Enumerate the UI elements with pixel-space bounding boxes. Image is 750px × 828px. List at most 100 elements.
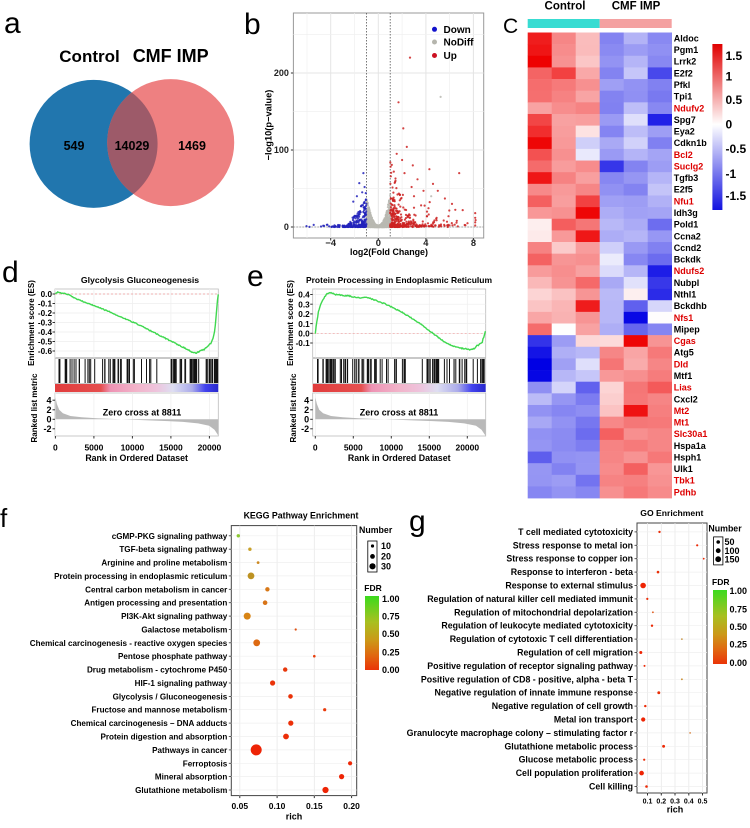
svg-text:0: 0 [304, 415, 309, 425]
svg-text:CMF IMP: CMF IMP [612, 1, 661, 13]
svg-text:KEGG Pathway Enrichment: KEGG Pathway Enrichment [244, 511, 359, 521]
svg-text:5000: 5000 [344, 443, 363, 453]
svg-text:Up: Up [444, 51, 457, 62]
svg-text:0.4: 0.4 [684, 799, 694, 806]
svg-text:Glutathione metabolism: Glutathione metabolism [135, 786, 227, 795]
svg-text:100: 100 [725, 546, 740, 556]
svg-text:0.75: 0.75 [730, 604, 748, 614]
svg-text:Zero cross at 8811: Zero cross at 8811 [360, 408, 439, 418]
svg-text:0: 0 [726, 118, 733, 132]
svg-text:Chemical carcinogenesis - reac: Chemical carcinogenesis - reactive oxyge… [30, 639, 228, 648]
svg-text:1.00: 1.00 [382, 594, 400, 604]
svg-text:Down: Down [444, 25, 471, 36]
svg-text:Nfs1: Nfs1 [674, 313, 694, 323]
svg-text:Response to interferon - beta: Response to interferon - beta [511, 567, 633, 577]
svg-text:4: 4 [46, 395, 51, 405]
svg-text:1.00: 1.00 [730, 586, 748, 596]
svg-text:Control: Control [545, 1, 586, 13]
svg-text:10: 10 [381, 541, 391, 551]
svg-text:Eya2: Eya2 [674, 127, 695, 137]
svg-text:a: a [4, 7, 21, 40]
svg-text:Lrrk2: Lrrk2 [674, 57, 697, 67]
svg-text:E2f2: E2f2 [674, 68, 693, 78]
svg-text:10000: 10000 [121, 443, 145, 453]
svg-text:0.05: 0.05 [232, 801, 249, 811]
svg-text:1: 1 [726, 70, 733, 84]
svg-text:Ccna2: Ccna2 [674, 231, 701, 241]
svg-text:0: 0 [376, 238, 381, 248]
svg-text:Pfkl: Pfkl [674, 80, 691, 90]
svg-text:50: 50 [725, 537, 735, 547]
svg-text:Metal ion transport: Metal ion transport [554, 715, 633, 725]
svg-text:Bckdhb: Bckdhb [674, 301, 708, 311]
svg-text:0.5: 0.5 [698, 799, 708, 806]
svg-text:-2: -2 [43, 424, 51, 434]
svg-text:0.0: 0.0 [298, 330, 310, 339]
svg-text:Fructose and mannose metabolis: Fructose and mannose metabolism [91, 706, 227, 715]
svg-text:Ulk1: Ulk1 [674, 464, 693, 474]
svg-text:0.2: 0.2 [656, 799, 666, 806]
svg-text:Positive regulation of CD8 - p: Positive regulation of CD8 - positive, a… [421, 674, 634, 684]
svg-text:4: 4 [304, 395, 309, 405]
svg-text:0.3: 0.3 [298, 300, 310, 309]
svg-text:0.50: 0.50 [382, 629, 400, 639]
svg-text:Regulation of cytotoxic T cell: Regulation of cytotoxic T cell different… [450, 634, 633, 644]
svg-text:cGMP-PKG signaling pathway: cGMP-PKG signaling pathway [112, 532, 228, 541]
svg-text:Idh3g: Idh3g [674, 208, 698, 218]
svg-text:Ccnd2: Ccnd2 [674, 243, 702, 253]
svg-text:-0.5: -0.5 [38, 338, 53, 347]
svg-text:0.00: 0.00 [382, 665, 400, 675]
svg-text:Arginine and proline metabolis: Arginine and proline metabolism [101, 559, 227, 568]
svg-text:15000: 15000 [159, 443, 183, 453]
svg-text:-0.1: -0.1 [296, 339, 311, 348]
svg-text:d: d [2, 256, 19, 289]
svg-text:Aldoc: Aldoc [674, 33, 699, 43]
svg-text:Tgfb3: Tgfb3 [674, 173, 699, 183]
svg-text:Regulation of mitochondrial de: Regulation of mitochondrial depolarizati… [454, 607, 633, 617]
svg-text:20000: 20000 [198, 443, 222, 453]
svg-text:g: g [409, 505, 426, 538]
svg-text:-0.5: -0.5 [726, 142, 747, 156]
svg-text:0.5: 0.5 [726, 93, 743, 107]
svg-text:Glycolysis / Gluconeogenesis: Glycolysis / Gluconeogenesis [113, 692, 228, 701]
svg-text:Drug metabolism - cytochrome P: Drug metabolism - cytochrome P450 [87, 666, 228, 675]
svg-text:-0.1: -0.1 [38, 300, 53, 309]
svg-text:Rank in Ordered Dataset: Rank in Ordered Dataset [348, 453, 451, 463]
svg-text:-1: -1 [726, 167, 737, 181]
svg-text:100: 100 [274, 145, 289, 155]
svg-text:-0.6: -0.6 [38, 347, 53, 356]
svg-text:Enrichment score (ES): Enrichment score (ES) [286, 280, 295, 366]
svg-text:0.2: 0.2 [298, 310, 310, 319]
svg-text:f: f [0, 503, 8, 533]
svg-text:20: 20 [381, 552, 391, 562]
svg-text:Lias: Lias [674, 383, 692, 393]
svg-text:-1.5: -1.5 [726, 189, 747, 203]
svg-text:0.25: 0.25 [382, 648, 400, 658]
svg-text:Tbk1: Tbk1 [674, 476, 695, 486]
svg-text:NoDiff: NoDiff [444, 38, 475, 49]
svg-text:8: 8 [471, 238, 476, 248]
svg-text:Cdkn1b: Cdkn1b [674, 138, 708, 148]
svg-text:0: 0 [46, 415, 51, 425]
svg-text:-0.3: -0.3 [38, 319, 53, 328]
svg-text:PI3K-Akt signaling pathway: PI3K-Akt signaling pathway [121, 612, 228, 621]
svg-text:Nubpl: Nubpl [674, 278, 700, 288]
svg-text:Suclg2: Suclg2 [674, 161, 704, 171]
svg-text:Galactose metabolism: Galactose metabolism [141, 625, 227, 634]
svg-text:5000: 5000 [84, 443, 103, 453]
svg-text:rich: rich [667, 805, 684, 815]
svg-text:Granulocyte macrophage colony: Granulocyte macrophage colony – stimulat… [407, 728, 634, 738]
svg-text:0.50: 0.50 [730, 622, 748, 632]
svg-text:Regulation of cell migration: Regulation of cell migration [517, 648, 633, 658]
svg-text:Protein Processing in Endoplas: Protein Processing in Endoplasmic Reticu… [306, 275, 493, 285]
svg-text:Ranked list metric: Ranked list metric [289, 373, 298, 442]
svg-text:150: 150 [725, 554, 740, 564]
svg-text:b: b [244, 8, 261, 41]
svg-text:Enrichment score (ES): Enrichment score (ES) [27, 280, 36, 366]
svg-text:Regulation of leukocyte mediat: Regulation of leukocyte mediated cytotox… [441, 621, 633, 631]
svg-text:−4: −4 [325, 238, 336, 248]
svg-text:20000: 20000 [455, 443, 479, 453]
svg-text:Mtf1: Mtf1 [674, 371, 693, 381]
svg-text:0.3: 0.3 [670, 799, 680, 806]
svg-text:FDR: FDR [712, 577, 729, 587]
